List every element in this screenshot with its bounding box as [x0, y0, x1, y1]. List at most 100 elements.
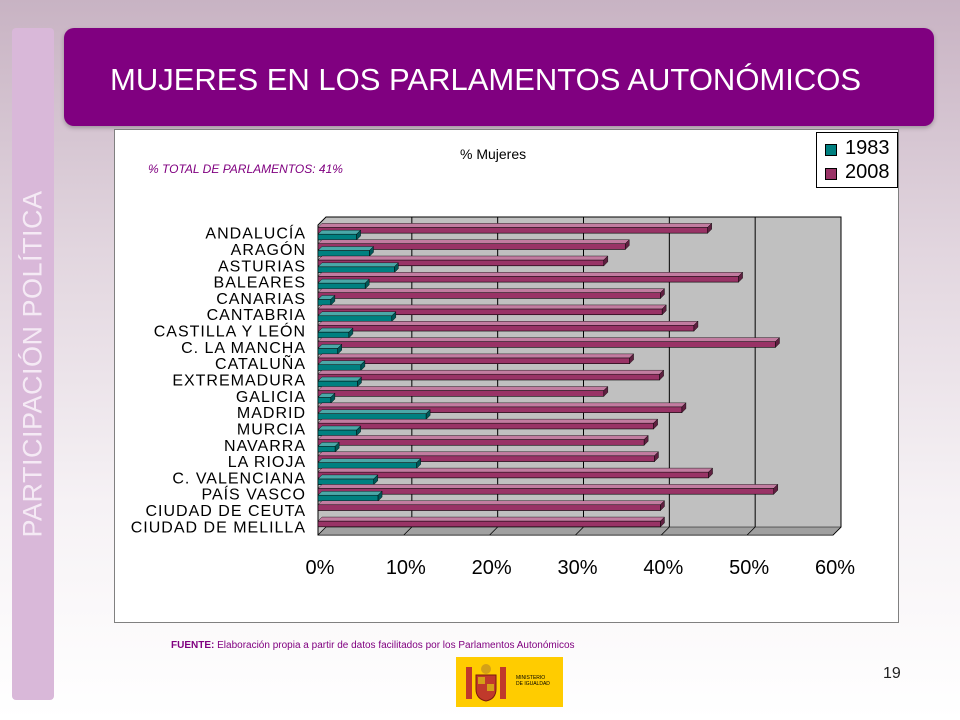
bar-end-2008	[775, 337, 780, 348]
bar-1983	[317, 494, 379, 502]
bar-end-1983	[373, 474, 378, 486]
bar-top-1983	[317, 360, 366, 365]
bar-1983	[317, 445, 336, 453]
x-tick-label: 60%	[815, 557, 855, 579]
bar-1983	[317, 462, 418, 469]
bar-2008	[317, 276, 739, 283]
bar-end-2008	[603, 255, 609, 267]
chart-title: % Mujeres	[460, 146, 527, 162]
bar-end-2008	[661, 304, 667, 316]
bar-2008	[317, 520, 661, 528]
gridline-base	[746, 526, 756, 536]
source-text: Elaboración propia a partir de datos fac…	[214, 640, 575, 651]
category-label: CIUDAD DE CEUTA	[146, 503, 307, 520]
chart-area: 0% 10% 20% 30% 40% 50% 60% ANDALUCÍA ARAGÓN ASTUR…	[114, 129, 899, 623]
category-label: CASTILLA Y LEÓN	[154, 322, 306, 341]
bar-top-2008	[317, 255, 609, 261]
bar-end-2008	[654, 451, 659, 463]
legend-label-2008: 2008	[845, 161, 890, 183]
bar-top-1983	[317, 458, 422, 463]
bar-end-1983	[334, 441, 340, 453]
gridline-base	[489, 526, 498, 536]
bar-1983	[317, 233, 357, 241]
bar-top-2008	[317, 223, 713, 228]
bar-top-2008	[317, 516, 665, 522]
legend-swatch-2008	[825, 168, 837, 180]
chart-subtitle: % TOTAL DE PARLAMENTOS: 41%	[148, 162, 343, 176]
section-label: PARTICIPACIÓN POLÍTICA	[17, 190, 48, 538]
coat-of-arms-icon	[466, 664, 506, 702]
bar-top-1983	[317, 246, 374, 251]
bar-end-2008	[773, 483, 778, 495]
side-band	[12, 28, 54, 700]
bar-1983	[317, 413, 427, 420]
ministry-logo: MINISTERIO DE IGUALDAD	[456, 657, 563, 707]
bar-end-1983	[330, 294, 336, 306]
category-label: ARAGÓN	[231, 240, 306, 259]
slide-title: MUJERES EN LOS PARLAMENTOS AUTONÓMICOS	[110, 62, 862, 97]
category-label: LA RIOJA	[228, 454, 306, 471]
bar-end-1983	[357, 376, 362, 388]
category-label: ANDALUCÍA	[205, 224, 306, 243]
bar-top-2008	[317, 304, 667, 310]
bar-end-2008	[659, 369, 664, 381]
bar-1983	[317, 266, 395, 273]
page-number: 19	[883, 665, 901, 682]
x-tick-label: 10%	[386, 557, 426, 579]
bar-2008	[317, 422, 654, 430]
gridline-base	[832, 526, 842, 536]
bar-end-1983	[425, 409, 431, 420]
bar-end-2008	[603, 386, 609, 397]
category-label: CANARIAS	[216, 291, 306, 308]
category-label: CIUDAD DE MELILLA	[131, 519, 306, 536]
bar-top-2008	[317, 369, 665, 375]
bar-2008	[317, 292, 661, 299]
x-tick-label: 0%	[306, 557, 335, 579]
category-label: ASTURIAS	[218, 258, 306, 275]
bar-top-2008	[317, 272, 744, 277]
bar-top-2008	[317, 418, 659, 424]
bar-1983	[317, 397, 332, 404]
bar-top-2008	[317, 484, 779, 489]
bar-1983	[317, 380, 358, 388]
bar-top-1983	[317, 425, 362, 431]
bar-2008	[317, 341, 776, 348]
bar-1983	[317, 364, 362, 371]
bar-end-1983	[330, 392, 336, 404]
bar-top-1983	[317, 409, 431, 414]
bar-top-2008	[317, 239, 630, 244]
x-tick-label: 40%	[643, 557, 683, 579]
bar-end-2008	[707, 222, 712, 234]
legend-label-1983: 1983	[845, 137, 890, 159]
bar-2008	[317, 488, 775, 495]
logo-text: MINISTERIO DE IGUALDAD	[516, 675, 550, 687]
category-label: PAÍS VASCO	[201, 485, 306, 504]
bar-end-2008	[643, 434, 649, 446]
bar-top-1983	[317, 474, 379, 480]
bar-2008	[317, 439, 645, 446]
bar-end-1983	[348, 327, 354, 339]
category-label: NAVARRA	[224, 438, 306, 455]
bar-1983	[317, 282, 366, 290]
bar-top-2008	[317, 321, 699, 326]
bar-end-2008	[738, 271, 743, 283]
bar-end-2008	[660, 288, 665, 299]
bar-1983	[317, 348, 339, 355]
x-tick-label: 20%	[472, 557, 512, 579]
bar-end-1983	[369, 245, 374, 257]
bar-end-1983	[365, 278, 370, 290]
gridline-base	[317, 526, 327, 536]
category-label: C. LA MANCHA	[181, 340, 306, 357]
category-label: CATALUÑA	[215, 353, 306, 373]
bar-top-2008	[317, 451, 659, 456]
bar-end-2008	[708, 467, 713, 479]
legend-swatch-1983	[825, 144, 837, 156]
bar-end-2008	[629, 353, 634, 365]
bar-end-1983	[394, 262, 399, 274]
bar-top-1983	[317, 311, 397, 316]
bar-top-2008	[317, 435, 649, 440]
bar-end-2008	[625, 239, 630, 250]
bar-1983	[317, 478, 375, 485]
bar-2008	[317, 227, 708, 234]
gridline-base	[575, 526, 584, 536]
